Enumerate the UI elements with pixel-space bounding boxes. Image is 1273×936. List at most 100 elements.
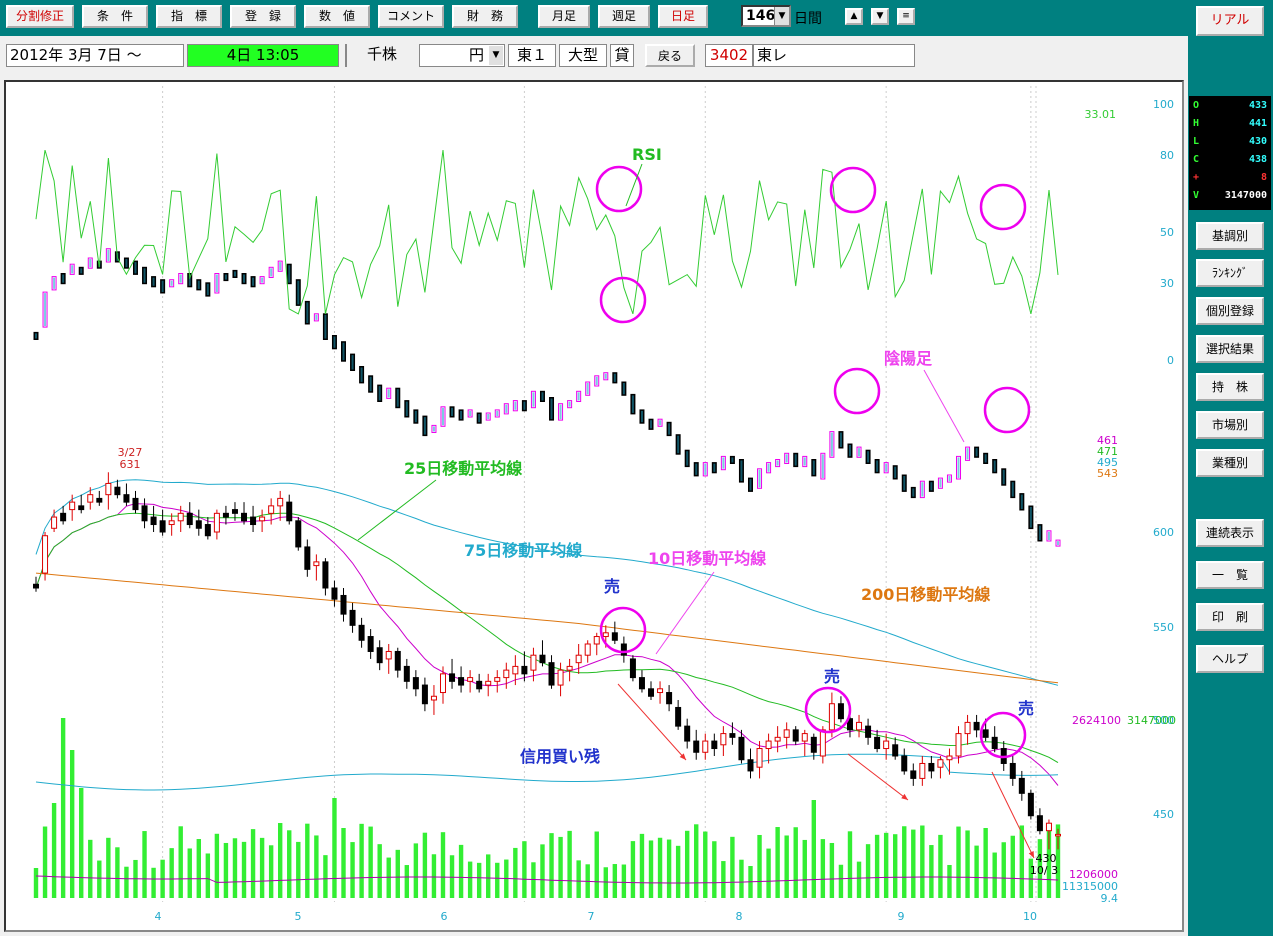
volume-bar [558,836,563,898]
menu-button[interactable]: ≡ [897,8,915,25]
mini-candle-core [650,420,653,429]
candle-body [919,762,926,779]
candle-body [693,740,700,753]
size-label: 大型 [559,44,607,67]
candle-body [648,688,655,697]
chevron-down-icon[interactable]: ▼ [489,46,503,65]
scroll-up-button[interactable]: ▲ [845,8,863,25]
volume-bar [603,867,608,898]
candle-body [928,762,935,772]
triangle-up-icon: ▲ [850,11,858,21]
mini-candle-core [270,268,273,277]
candle-body [295,520,302,548]
mini-candle-core [469,410,472,416]
sidebar-button-1[interactable]: ﾗﾝｷﾝｸﾞ [1196,259,1264,287]
volume-bar [802,839,807,898]
candle-body [159,520,166,533]
mini-candle-core [758,469,761,488]
mini-candle-core [704,463,707,475]
volume-bar [549,833,554,898]
sidebar-button-7[interactable]: 連続表示 [1196,519,1264,547]
mini-candle-core [188,274,191,286]
rsi-current-value: 33.01 [1085,108,1117,121]
start-date[interactable]: 2012年 3月 7日 ～ [6,44,184,67]
volume-bar [458,844,464,898]
mini-candle-core [170,280,173,286]
volume-bar [476,862,482,898]
price-unit-select[interactable]: 円 ▼ [419,44,505,67]
ma75-line [35,479,1059,686]
mini-candle-core [957,457,960,478]
volume-bar [377,844,382,898]
candle-body [340,594,347,615]
bottom-value-label: 9.4 [1101,892,1119,905]
toolbar-button-2[interactable]: 指 標 [156,5,222,28]
candle-body [141,505,148,522]
volume-bar [287,830,292,898]
toolbar-button-1[interactable]: 条 件 [82,5,148,28]
volume-bar [522,841,527,898]
mini-candle-core [523,401,526,410]
volume-bar [440,832,446,898]
chevron-down-icon[interactable]: ▼ [774,7,789,25]
candle-body [575,654,582,664]
sidebar-button-6[interactable]: 業種別 [1196,449,1264,477]
annotation-circle [979,711,1027,759]
volume-bar [784,835,789,898]
toolbar-button-8[interactable]: 週足 [598,5,650,28]
toolbar-button-4[interactable]: 数 値 [304,5,370,28]
volume-bar [739,859,744,898]
volume-bar [965,830,970,898]
mini-candle-core [677,435,680,454]
toolbar-button-5[interactable]: コメント [378,5,444,28]
candle-body [494,677,501,682]
volume-bar [115,847,120,898]
mini-candle-core [821,454,824,478]
candle-body [132,497,139,511]
realtime-button[interactable]: リアル [1196,6,1264,36]
candle-body [231,509,238,514]
candle-body [729,733,736,738]
candle-body [792,729,799,742]
toolbar-button-7[interactable]: 月足 [538,5,590,28]
mini-candle-core [930,482,933,491]
candle-body [765,740,772,750]
candle-body [512,665,519,675]
mini-candle-core [487,414,490,420]
toolbar-button-6[interactable]: 財 務 [452,5,518,28]
volume-bar [666,839,672,898]
sidebar-button-8[interactable]: 一 覧 [1196,561,1264,589]
volume-bar [684,830,690,898]
sidebar-button-9[interactable]: 印 刷 [1196,603,1264,631]
period-select[interactable]: 146 ▼ [741,5,791,27]
toolbar-button-0[interactable]: 分割修正 [6,5,74,28]
volume-bar [368,826,373,898]
sidebar-button-2[interactable]: 個別登録 [1196,297,1264,325]
back-button[interactable]: 戻る [645,44,695,67]
mini-candle-core [125,259,128,268]
sidebar-button-3[interactable]: 選択結果 [1196,335,1264,363]
candle-body [60,512,67,522]
toolbar-button-3[interactable]: 登 録 [230,5,296,28]
mini-candle-core [722,457,725,469]
stock-code[interactable]: 3402 [705,44,753,67]
mini-candle-core [107,249,110,261]
volume-bar [205,853,211,898]
mini-candle-core [315,314,318,320]
ohlc-row: V 3147000 [1193,190,1267,205]
sidebar-button-0[interactable]: 基調別 [1196,222,1264,250]
volume-bar [874,834,880,898]
mini-candle-core [1047,531,1050,540]
candle-body [991,736,998,750]
toolbar-button-9[interactable]: 日足 [658,5,708,28]
sidebar-button-10[interactable]: ヘルプ [1196,645,1264,673]
candle-body [78,505,85,511]
sidebar-button-4[interactable]: 持 株 [1196,373,1264,401]
mini-candle-core [460,410,463,420]
candle-body [530,654,537,671]
candle-body [105,482,112,496]
scroll-down-button[interactable]: ▼ [871,8,889,25]
mini-candle-core [378,386,381,401]
sidebar-button-5[interactable]: 市場別 [1196,411,1264,439]
volume-bar [540,844,545,898]
